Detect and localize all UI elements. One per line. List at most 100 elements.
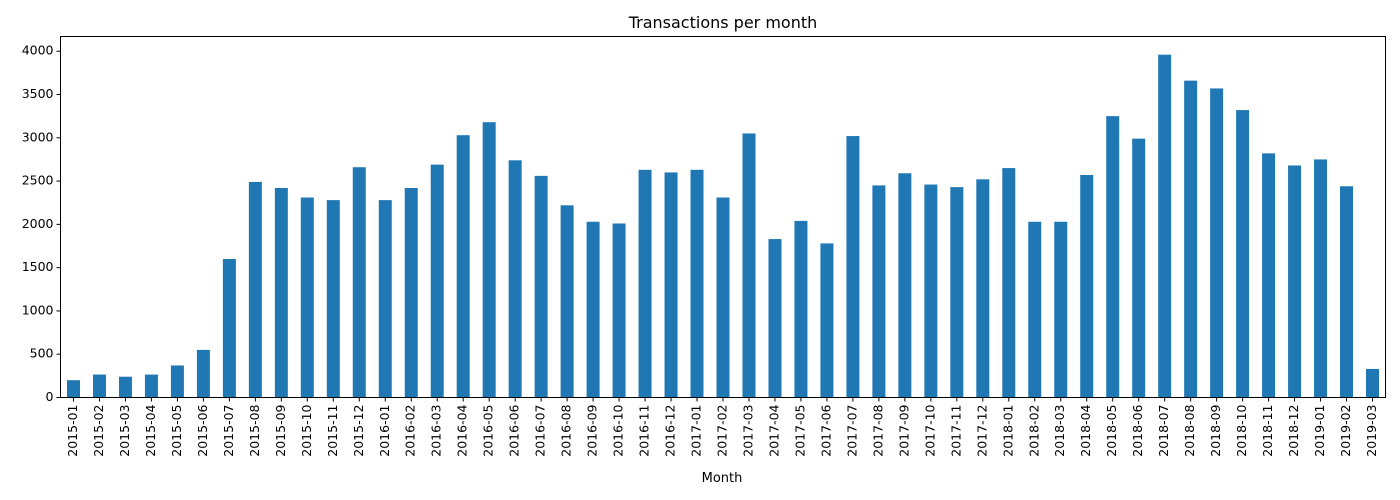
bar-2016-01	[378, 200, 392, 398]
x-tick-label: 2018-07	[1156, 405, 1171, 457]
bar-2018-09	[1210, 88, 1224, 398]
bar-2017-09	[898, 173, 912, 398]
x-tick-label: 2015-09	[273, 404, 288, 456]
bar-2016-09	[586, 221, 600, 398]
bar-2017-03	[742, 133, 756, 398]
bar-2017-04	[768, 239, 782, 398]
x-tick-label: 2015-03	[117, 405, 132, 457]
x-tick-label: 2018-11	[1260, 405, 1275, 457]
x-tick-label: 2015-04	[143, 404, 158, 456]
y-tick-label: 4000	[22, 43, 54, 58]
bar-2019-02	[1340, 186, 1354, 398]
bar-2015-02	[92, 374, 106, 398]
x-tick-label: 2018-01	[1000, 405, 1015, 457]
x-tick-label: 2015-11	[325, 405, 340, 457]
bar-2016-06	[508, 160, 522, 398]
y-tick-label: 2500	[22, 173, 54, 188]
bar-2018-06	[1132, 138, 1146, 398]
x-tick-label: 2017-02	[715, 405, 730, 457]
x-tick-label: 2018-12	[1286, 405, 1301, 457]
x-tick-label: 2019-01	[1312, 405, 1327, 457]
x-tick-label: 2016-09	[585, 404, 600, 456]
bar-2018-11	[1262, 153, 1276, 398]
x-tick-label: 2016-06	[507, 404, 522, 456]
bar-2018-04	[1080, 175, 1094, 398]
x-tick-label: 2018-03	[1052, 405, 1067, 457]
bar-2016-04	[456, 135, 470, 398]
x-tick-label: 2015-07	[221, 405, 236, 457]
bar-2018-01	[1002, 168, 1016, 398]
bars-group	[67, 54, 1379, 398]
x-tick-label: 2018-04	[1078, 404, 1093, 456]
x-tick-label: 2018-08	[1182, 404, 1197, 456]
y-tick-label: 3000	[22, 129, 54, 144]
bar-2016-10	[612, 223, 626, 398]
bar-2015-09	[274, 188, 288, 398]
y-tick-label: 0	[46, 389, 54, 404]
x-tick-label: 2016-04	[455, 404, 470, 456]
bar-2018-02	[1028, 221, 1042, 398]
x-tick-label: 2017-11	[948, 405, 963, 457]
y-tick-label: 3500	[22, 86, 54, 101]
bar-2019-03	[1366, 368, 1379, 398]
x-tick-label: 2017-05	[792, 405, 807, 457]
plot-frame	[60, 36, 1386, 398]
x-tick-label: 2017-09	[896, 404, 911, 456]
x-tick-label: 2015-10	[299, 404, 314, 456]
bar-2019-01	[1314, 159, 1328, 398]
bar-2015-05	[170, 365, 184, 398]
bar-2018-12	[1288, 165, 1302, 398]
x-tick-label: 2016-07	[533, 405, 548, 457]
bar-2017-06	[820, 243, 834, 398]
y-axis: 0 500 1000 1500 2000 2500 3000 3500 4000	[22, 43, 61, 404]
x-tick-label: 2015-12	[351, 405, 366, 457]
x-tick-label: 2016-12	[663, 405, 678, 457]
bar-2015-08	[248, 181, 262, 398]
x-tick-label: 2019-02	[1338, 405, 1353, 457]
x-tick-label: 2019-03	[1364, 405, 1379, 457]
bar-2017-08	[872, 185, 886, 398]
bar-2018-03	[1054, 221, 1068, 398]
y-tick-label: 1000	[22, 302, 54, 317]
bar-2017-02	[716, 197, 730, 398]
bar-2016-03	[430, 164, 444, 398]
x-tick-label: 2016-02	[403, 405, 418, 457]
bar-2015-07	[222, 258, 236, 398]
bar-2017-07	[846, 136, 860, 398]
x-tick-label: 2015-08	[247, 404, 262, 456]
bar-2016-07	[534, 175, 548, 398]
bar-2016-11	[638, 169, 652, 398]
bar-2015-11	[326, 200, 340, 398]
x-tick-label: 2017-08	[870, 404, 885, 456]
y-tick-label: 500	[30, 346, 54, 361]
x-tick-label: 2015-02	[91, 405, 106, 457]
x-tick-label: 2018-10	[1234, 404, 1249, 456]
bar-2018-05	[1106, 116, 1120, 398]
bar-2015-10	[300, 197, 314, 398]
bar-2015-03	[118, 376, 132, 398]
x-tick-label: 2018-02	[1026, 405, 1041, 457]
x-tick-label: 2017-10	[922, 404, 937, 456]
x-axis: 2015-01 2015-02 2015-03 2015-04 2015-05 2015-…	[65, 397, 1379, 457]
chart-title: Transactions per month	[628, 13, 818, 32]
bar-2018-07	[1158, 54, 1172, 398]
bar-2017-12	[976, 179, 990, 398]
bar-2015-04	[144, 374, 158, 398]
bar-2016-12	[664, 172, 678, 398]
bar-2016-02	[404, 188, 418, 398]
x-tick-label: 2017-06	[818, 404, 833, 456]
x-tick-label: 2018-06	[1130, 404, 1145, 456]
bar-2017-05	[794, 220, 808, 398]
bar-2017-10	[924, 184, 938, 398]
x-tick-label: 2015-06	[195, 404, 210, 456]
bar-2018-10	[1236, 110, 1250, 398]
x-tick-label: 2016-10	[611, 404, 626, 456]
x-tick-label: 2016-08	[559, 404, 574, 456]
y-tick-label: 1500	[22, 259, 54, 274]
bar-2015-12	[352, 167, 366, 398]
x-tick-label: 2018-05	[1104, 405, 1119, 457]
x-tick-label: 2017-12	[974, 405, 989, 457]
x-tick-label: 2016-03	[429, 405, 444, 457]
x-tick-label: 2016-01	[377, 405, 392, 457]
